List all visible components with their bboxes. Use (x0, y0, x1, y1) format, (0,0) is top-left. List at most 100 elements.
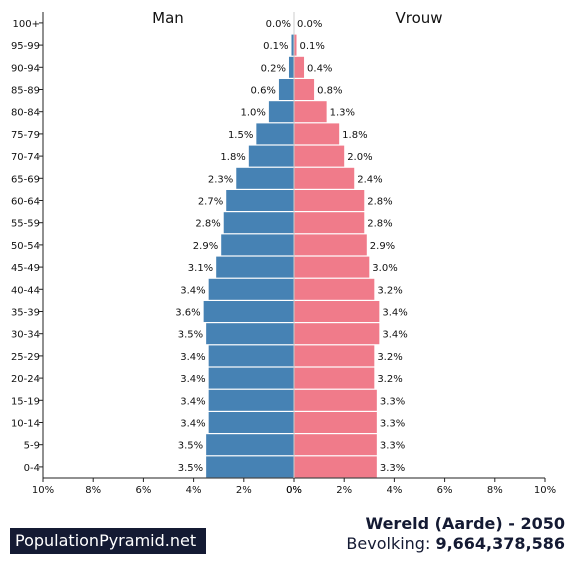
population-line: Bevolking: 9,664,378,586 (346, 534, 565, 553)
female-value-label: 0.4% (307, 63, 332, 74)
female-value-label: 3.4% (382, 308, 407, 319)
age-group-label: 85-89 (11, 86, 40, 97)
population-value: 9,664,378,586 (435, 534, 565, 553)
x-tick-label-right: 2% (336, 485, 352, 496)
female-value-label: 3.3% (380, 396, 405, 407)
male-bar (203, 301, 294, 322)
age-group-label: 75-79 (11, 130, 40, 141)
female-bar (294, 101, 327, 123)
female-value-label: 3.2% (377, 352, 402, 363)
male-value-label: 2.9% (193, 241, 218, 252)
male-value-label: 0.0% (266, 19, 291, 30)
female-bar (294, 434, 377, 456)
age-group-label: 45-49 (11, 263, 40, 274)
brand-logo[interactable]: PopulationPyramid.net (10, 528, 206, 554)
female-bar (294, 412, 377, 433)
male-value-label: 1.8% (220, 152, 245, 163)
x-tick-label-right: 6% (437, 485, 453, 496)
male-bar (208, 278, 294, 300)
age-group-label: 25-29 (11, 352, 40, 363)
female-bar (294, 301, 380, 322)
male-value-label: 3.5% (178, 463, 203, 474)
male-value-label: 3.4% (180, 396, 205, 407)
female-bar (294, 79, 315, 100)
x-tick-label-left: 6% (135, 485, 151, 496)
female-value-label: 2.8% (367, 197, 392, 208)
female-bar (294, 278, 375, 300)
male-value-label: 1.5% (228, 130, 253, 141)
male-bar (256, 123, 294, 145)
male-value-label: 3.4% (180, 285, 205, 296)
male-bar (248, 145, 294, 167)
male-bar (206, 456, 294, 478)
x-tick-label-right: 10% (534, 485, 556, 496)
age-group-label: 30-34 (11, 330, 40, 341)
female-bar (294, 190, 365, 211)
male-bar (206, 434, 294, 456)
x-tick-label-left: 2% (236, 485, 252, 496)
male-bar (208, 389, 294, 411)
male-bar (208, 345, 294, 367)
female-value-label: 3.3% (380, 419, 405, 430)
female-value-label: 2.4% (357, 174, 382, 185)
male-bar (206, 323, 294, 345)
female-value-label: 1.8% (342, 130, 367, 141)
x-tick-label-left: 8% (85, 485, 101, 496)
age-group-label: 50-54 (11, 241, 40, 252)
x-tick-label-right: 4% (386, 485, 402, 496)
female-bar (294, 456, 377, 478)
male-side-title: Man (152, 9, 184, 27)
male-value-label: 3.5% (178, 441, 203, 452)
female-value-label: 0.8% (317, 86, 342, 97)
male-bar (278, 79, 294, 100)
female-side-title: Vrouw (395, 9, 442, 27)
male-bar (288, 56, 294, 78)
female-value-label: 3.3% (380, 441, 405, 452)
female-bar (294, 145, 345, 167)
female-bar (294, 367, 375, 389)
bars-layer: 3.5% 3.3% 3.5% 3.3% 3.4% 3.3% 3.4% 3.3% 3.4% 3.2%… (175, 19, 408, 478)
female-value-label: 0.0% (297, 19, 322, 30)
female-value-label: 1.3% (330, 108, 355, 119)
age-group-label: 10-14 (11, 419, 40, 430)
male-value-label: 2.8% (195, 219, 220, 230)
male-value-label: 1.0% (240, 108, 265, 119)
male-bar (208, 412, 294, 433)
x-tick-label-left: 0% (286, 485, 302, 496)
male-value-label: 3.4% (180, 352, 205, 363)
age-group-label: 100+ (13, 19, 40, 30)
male-bar (236, 167, 294, 189)
male-bar (221, 234, 294, 256)
age-group-label: 20-24 (11, 374, 40, 385)
female-value-label: 2.0% (347, 152, 372, 163)
female-value-label: 2.8% (367, 219, 392, 230)
age-group-label: 90-94 (11, 63, 40, 74)
female-bar (294, 256, 370, 278)
x-tick-label-left: 10% (32, 485, 54, 496)
male-value-label: 2.3% (208, 174, 233, 185)
female-bar (294, 345, 375, 367)
female-bar (294, 34, 297, 56)
age-group-label: 5-9 (24, 441, 40, 452)
male-value-label: 3.4% (180, 419, 205, 430)
x-tick-label-right: 8% (487, 485, 503, 496)
female-bar (294, 167, 355, 189)
male-value-label: 3.6% (175, 308, 200, 319)
male-bar (291, 34, 294, 56)
x-tick-label-right: 0% (286, 485, 302, 496)
age-group-label: 70-74 (11, 152, 40, 163)
male-value-label: 0.1% (263, 41, 288, 52)
female-value-label: 3.2% (377, 374, 402, 385)
female-value-label: 3.3% (380, 463, 405, 474)
male-bar (223, 212, 294, 234)
axes-layer: 0-4 5-9 10-14 15-19 20-24 25-29 30-34 35-39 40-4… (11, 12, 556, 496)
female-bar (294, 323, 380, 345)
age-group-label: 40-44 (11, 285, 40, 296)
age-group-label: 55-59 (11, 219, 40, 230)
female-bar (294, 56, 305, 78)
male-bar (226, 190, 294, 211)
male-value-label: 0.6% (251, 86, 276, 97)
x-tick-label-left: 4% (186, 485, 202, 496)
male-bar (268, 101, 294, 123)
age-group-label: 80-84 (11, 108, 40, 119)
